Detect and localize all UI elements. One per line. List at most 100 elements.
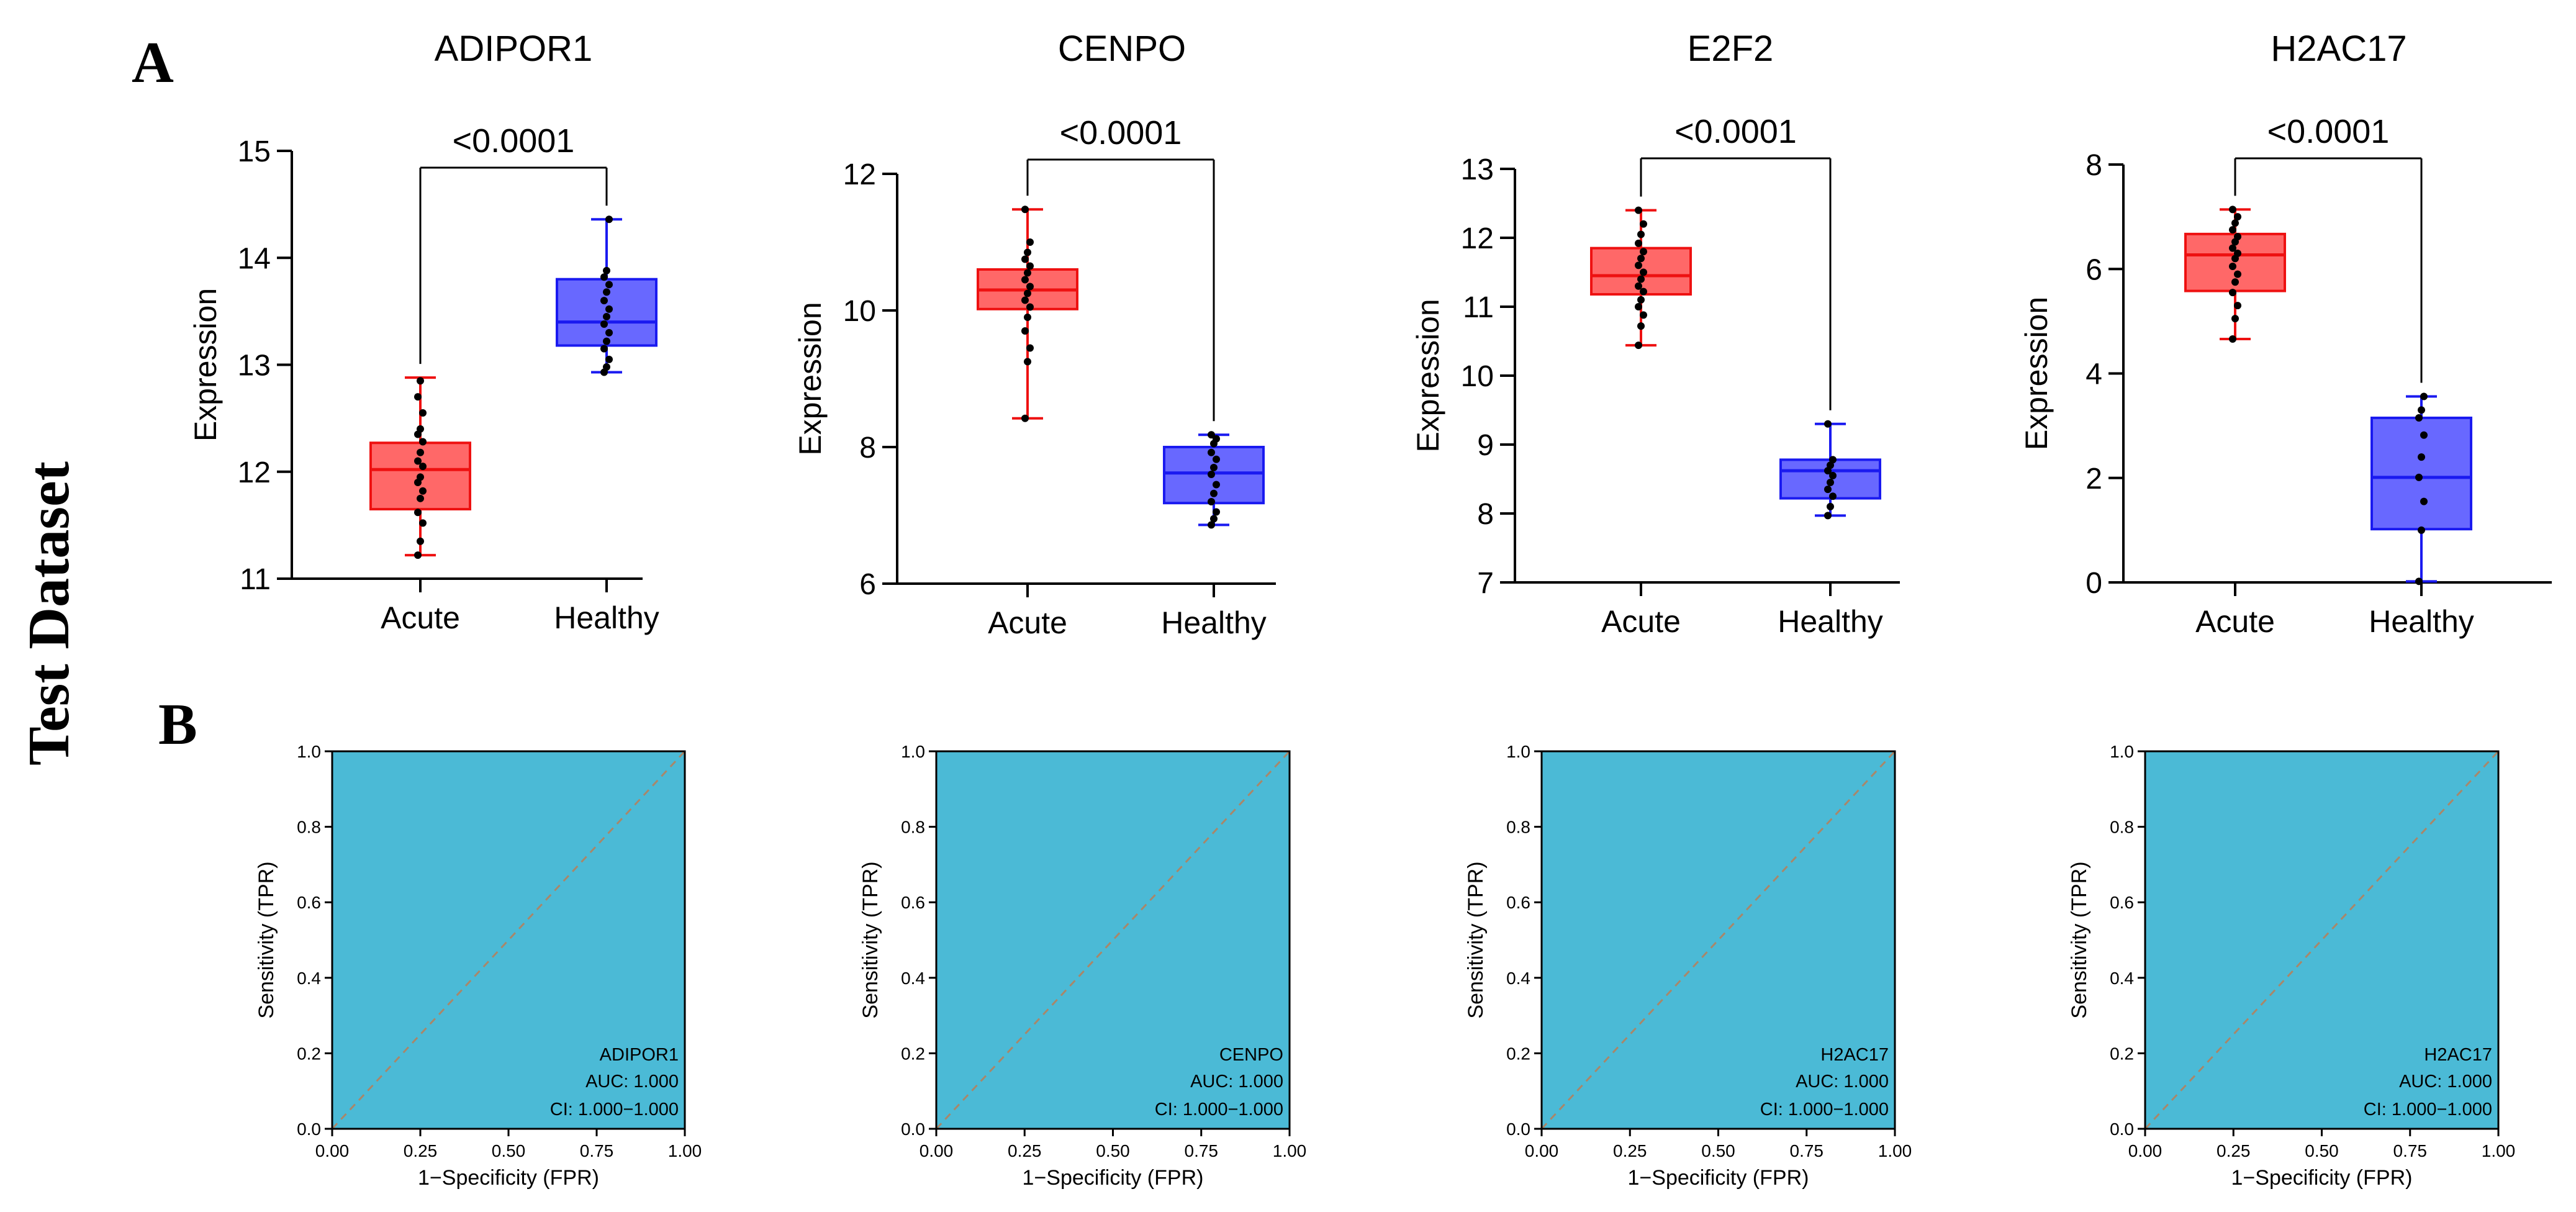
x-tick-label: 0.75 <box>580 1141 614 1160</box>
p-value-label: <0.0001 <box>1060 114 1182 152</box>
x-tick-label: Healthy <box>554 600 659 635</box>
x-tick-label: Healthy <box>2369 604 2474 639</box>
roc-chart-3: 0.00 0.25 0.50 0.75 1.00 0.0 0.2 0.4 0.6 0.8 1.0 1−… <box>1464 742 1912 1190</box>
box-healthy: Healthy <box>1778 420 1883 639</box>
data-point <box>1829 492 1837 500</box>
roc-auc-area <box>2145 751 2498 1129</box>
data-point <box>603 288 610 296</box>
y-axis-label: Expression <box>793 302 828 455</box>
y-tick-label: 13 <box>238 350 271 382</box>
y-tick-label: 7 <box>1477 567 1494 600</box>
y-tick-label: 1.0 <box>901 742 925 761</box>
data-point <box>1640 287 1647 296</box>
x-tick-label: 0.75 <box>2393 1141 2428 1160</box>
y-tick-label: 4 <box>2086 358 2102 391</box>
data-point <box>1637 322 1645 330</box>
y-tick-label: 0.4 <box>901 969 925 988</box>
data-point <box>605 328 613 337</box>
box-chart-2: CENPO Expression 6 8 10 12 Acute Healthy <0.0001 <box>793 29 1276 640</box>
y-axis-label: Sensitivity (TPR) <box>2068 861 2091 1018</box>
panel-label-a: A <box>132 30 174 95</box>
box-chart-4: H2AC17 Expression 0 2 4 6 8 Acute Healthy <0.0001 <box>2019 29 2552 639</box>
x-tick-label: Acute <box>2195 604 2275 639</box>
x-tick-label: 0.50 <box>2305 1141 2339 1160</box>
data-point <box>2415 414 2423 422</box>
data-point <box>1213 508 1220 516</box>
x-tick-label: 0.25 <box>404 1141 438 1160</box>
p-value-label: <0.0001 <box>453 122 575 160</box>
data-point <box>2420 392 2428 400</box>
roc-annotation-line: CI: 1.000−1.000 <box>1155 1100 1283 1119</box>
roc-annotation-line: H2AC17 <box>2424 1045 2492 1065</box>
x-axis-label: 1−Specificity (FPR) <box>418 1166 599 1190</box>
data-point <box>1208 448 1215 456</box>
data-point <box>1210 515 1218 523</box>
data-point <box>1021 414 1029 422</box>
data-point <box>1213 481 1220 489</box>
data-point <box>1824 420 1832 428</box>
y-tick-label: 10 <box>843 295 876 328</box>
x-tick-label: Acute <box>381 600 460 635</box>
data-point <box>1021 296 1029 304</box>
data-point <box>417 448 424 456</box>
x-axis-label: 1−Specificity (FPR) <box>2231 1166 2413 1190</box>
panel-label-b: B <box>158 692 197 757</box>
box-acute: Acute <box>977 206 1078 640</box>
data-point <box>1824 512 1832 520</box>
y-tick-label: 0.6 <box>2110 893 2134 912</box>
data-point <box>1213 435 1220 443</box>
data-point <box>1635 206 1642 214</box>
data-point <box>1210 489 1218 497</box>
data-point <box>1635 341 1642 350</box>
roc-annotation-line: H2AC17 <box>1820 1045 1889 1065</box>
y-tick-label: 11 <box>240 563 271 596</box>
y-tick-label: 0.8 <box>297 818 321 837</box>
y-tick-label: 0.6 <box>901 893 925 912</box>
y-tick-label: 10 <box>1461 360 1494 393</box>
data-point <box>603 266 610 274</box>
data-point <box>1024 314 1031 321</box>
data-point <box>2234 270 2241 278</box>
data-point <box>2229 244 2236 252</box>
data-point <box>1640 311 1647 319</box>
roc-annotation-line: AUC: 1.000 <box>1796 1072 1889 1092</box>
y-tick-label: 0.0 <box>1506 1119 1530 1139</box>
data-point <box>2415 473 2423 481</box>
x-tick-label: 0.50 <box>492 1141 526 1160</box>
data-point <box>1026 262 1034 270</box>
roc-annotation-line: CI: 1.000−1.000 <box>550 1100 679 1119</box>
data-point <box>2234 213 2241 221</box>
data-point <box>1024 358 1031 366</box>
x-tick-label: Acute <box>1601 604 1681 639</box>
data-point <box>1824 486 1832 494</box>
data-point <box>603 363 610 371</box>
y-tick-label: 0.8 <box>1506 818 1530 837</box>
y-tick-label: 0.6 <box>1506 893 1530 912</box>
data-point <box>2418 526 2425 534</box>
data-point <box>2234 233 2241 241</box>
data-point <box>414 551 422 559</box>
data-point <box>419 487 427 495</box>
y-axis-label: Sensitivity (TPR) <box>1464 861 1488 1018</box>
roc-annotation-line: CI: 1.000−1.000 <box>1760 1100 1889 1119</box>
data-point <box>1635 282 1642 290</box>
box-healthy: Healthy <box>1161 431 1267 640</box>
y-tick-label: 0.4 <box>2110 969 2134 988</box>
data-point <box>600 297 608 305</box>
y-tick-label: 12 <box>843 158 876 191</box>
data-point <box>1829 471 1837 479</box>
data-point <box>1213 455 1220 463</box>
data-point <box>414 457 422 465</box>
data-point <box>600 273 608 281</box>
data-point <box>1637 230 1645 238</box>
data-point <box>419 409 427 417</box>
data-point <box>2229 263 2236 271</box>
roc-auc-area <box>1542 751 1895 1129</box>
x-tick-label: 1.00 <box>2482 1141 2516 1160</box>
roc-annotation-line: CENPO <box>1219 1045 1283 1065</box>
roc-annotation-line: AUC: 1.000 <box>1190 1072 1283 1092</box>
y-tick-label: 0.0 <box>2110 1119 2134 1139</box>
data-point <box>600 320 608 328</box>
data-point <box>1021 206 1029 214</box>
chart-title: ADIPOR1 <box>435 29 593 69</box>
